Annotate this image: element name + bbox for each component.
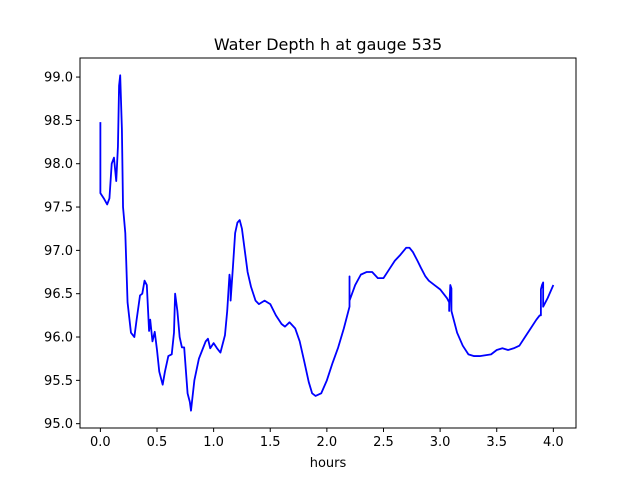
plot-area — [99, 74, 555, 412]
x-tick-label: 1.5 — [260, 435, 281, 450]
x-tick-label: 4.0 — [543, 435, 564, 450]
x-tick-label: 0.5 — [147, 435, 168, 450]
y-tick-label: 96.5 — [44, 287, 73, 302]
x-tick-label: 1.0 — [203, 435, 224, 450]
y-tick-label: 96.0 — [44, 331, 73, 346]
y-axis: 95.0 95.5 96.0 96.5 97.0 97.5 98.0 98.5 99.0 — [44, 71, 80, 432]
x-axis: 0.0 0.5 1.0 1.5 2.0 2.5 3.0 3.5 4.0 — [90, 428, 564, 450]
series-line-0 — [99, 74, 555, 412]
y-tick-label: 97.0 — [44, 244, 73, 259]
x-tick-label: 2.0 — [317, 435, 338, 450]
x-tick-label: 0.0 — [90, 435, 111, 450]
y-tick-label: 95.5 — [44, 374, 73, 389]
y-tick-label: 95.0 — [44, 417, 73, 432]
y-tick-label: 97.5 — [44, 201, 73, 216]
y-tick-label: 98.0 — [44, 157, 73, 172]
x-tick-label: 3.0 — [430, 435, 451, 450]
x-axis-label: hours — [310, 456, 347, 471]
y-tick-label: 99.0 — [44, 71, 73, 86]
plot-frame — [79, 57, 577, 429]
y-tick-label: 98.5 — [44, 114, 73, 129]
x-tick-label: 2.5 — [373, 435, 394, 450]
chart-title: Water Depth h at gauge 535 — [214, 35, 442, 54]
x-tick-label: 3.5 — [486, 435, 507, 450]
